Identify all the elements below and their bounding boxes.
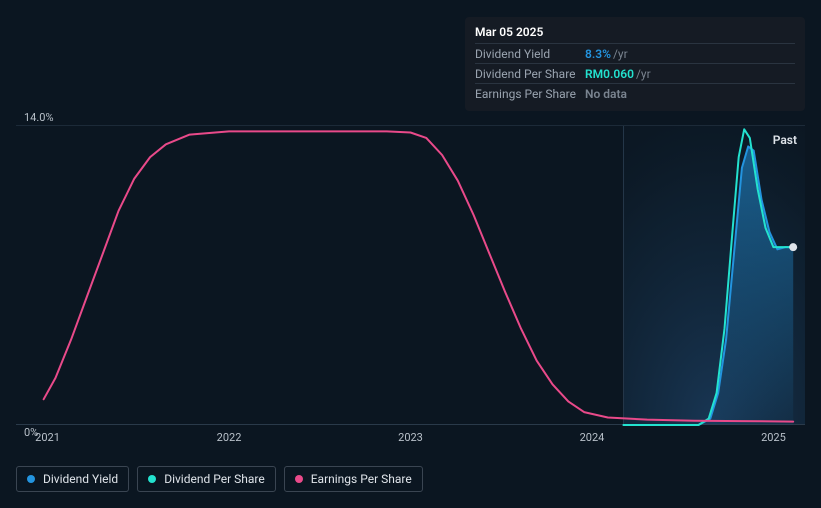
plot-area[interactable]: 14.0% 0% Past 20212022202320242025 (16, 125, 805, 425)
tooltip-date: Mar 05 2025 (475, 25, 795, 44)
y-axis-max: 14.0% (24, 111, 54, 124)
tooltip-row: Earnings Per ShareNo data (475, 84, 795, 103)
legend-dot-icon (295, 475, 303, 483)
tooltip-value: No data (585, 87, 627, 101)
tooltip-label: Earnings Per Share (475, 87, 585, 101)
tooltip-row: Dividend Per ShareRM0.060 /yr (475, 64, 795, 84)
tooltip-label: Dividend Per Share (475, 67, 585, 81)
x-axis: 2021 2022 2023 2024 2025 (16, 431, 805, 447)
x-tick: 2025 (761, 431, 786, 444)
legend: Dividend Yield Dividend Per Share Earnings… (16, 466, 423, 492)
legend-item[interactable]: Dividend Yield (16, 466, 129, 492)
legend-item[interactable]: Earnings Per Share (284, 466, 423, 492)
x-tick: 2021 (35, 431, 60, 444)
past-label: Past (773, 133, 797, 147)
legend-dot-icon (148, 475, 156, 483)
tooltip-unit: /yr (613, 47, 628, 61)
legend-item[interactable]: Dividend Per Share (137, 466, 276, 492)
tooltip-label: Dividend Yield (475, 47, 585, 61)
dividend-chart: Mar 05 2025 Dividend Yield8.3% /yrDivide… (16, 0, 805, 508)
tooltip-row: Dividend Yield8.3% /yr (475, 44, 795, 64)
x-tick: 2023 (398, 431, 423, 444)
tooltip-value: RM0.060 (585, 67, 634, 81)
legend-dot-icon (27, 475, 35, 483)
series-end-marker (789, 243, 797, 251)
legend-label: Dividend Per Share (164, 472, 265, 486)
tooltip-value: 8.3% (585, 47, 611, 61)
chart-svg (16, 125, 805, 425)
tooltip-unit: /yr (636, 67, 651, 81)
x-tick: 2022 (217, 431, 242, 444)
x-tick: 2024 (580, 431, 605, 444)
chart-tooltip: Mar 05 2025 Dividend Yield8.3% /yrDivide… (465, 17, 805, 111)
legend-label: Dividend Yield (43, 472, 118, 486)
legend-label: Earnings Per Share (311, 472, 412, 486)
